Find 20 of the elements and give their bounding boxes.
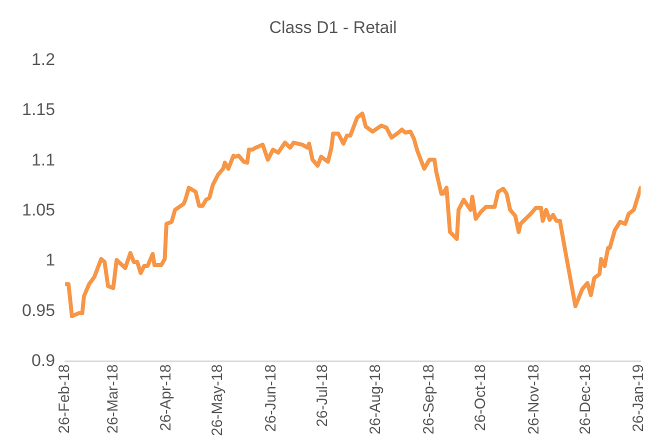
y-tick-label: 0.95 xyxy=(22,300,56,320)
y-tick-label: 1.2 xyxy=(31,50,56,70)
y-tick-label: 1.15 xyxy=(22,100,56,120)
y-tick-label: 1.05 xyxy=(22,200,56,220)
x-tick-label: 26-Jan-19 xyxy=(630,364,648,432)
chart-title: Class D1 - Retail xyxy=(269,18,397,37)
y-tick-label: 1.1 xyxy=(31,150,56,170)
x-tick-label: 26-Aug-18 xyxy=(367,364,384,434)
y-tick-label: 1 xyxy=(46,250,56,270)
x-tick-label: 26-Jul-18 xyxy=(314,364,331,427)
x-tick-label: 26-Jun-18 xyxy=(262,364,280,432)
x-tick-label: 26-Oct-18 xyxy=(472,364,490,432)
x-tick-label: 26-Sep-18 xyxy=(420,364,438,434)
y-tick-label: 0.9 xyxy=(31,350,56,370)
x-tick-label: 26-Mar-18 xyxy=(104,364,122,434)
x-tick-label: 26-Nov-18 xyxy=(525,364,542,434)
x-tick-label: 26-Feb-18 xyxy=(56,364,74,434)
x-tick-label: 26-Dec-18 xyxy=(576,364,594,434)
x-tick-label: 26-Apr-18 xyxy=(158,364,175,432)
x-tick-label: 26-May-18 xyxy=(209,364,226,436)
